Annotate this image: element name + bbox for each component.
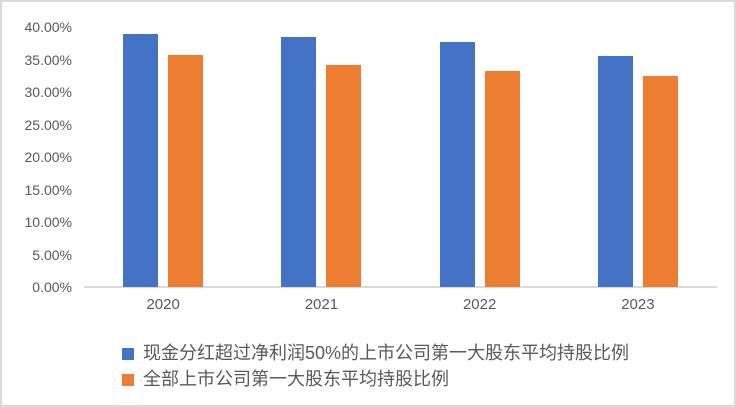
bar-2020-series-1 — [123, 33, 159, 287]
legend-item-series-1: 现金分红超过净利润50%的上市公司第一大股东平均持股比例 — [122, 344, 629, 363]
bar-group-2023 — [559, 27, 717, 287]
y-axis-tick-label: 35.00% — [24, 51, 72, 68]
y-axis-tick-label: 25.00% — [24, 116, 72, 133]
legend: 现金分红超过净利润50%的上市公司第一大股东平均持股比例 全部上市公司第一大股东… — [122, 344, 629, 396]
x-axis-tick-label: 2021 — [304, 296, 339, 313]
bar-2021-series-1 — [281, 37, 317, 287]
legend-swatch-orange — [122, 373, 134, 386]
legend-label-series-1: 现金分红超过净利润50%的上市公司第一大股东平均持股比例 — [143, 343, 630, 363]
x-axis-line — [84, 286, 717, 288]
legend-item-series-2: 全部上市公司第一大股东平均持股比例 — [122, 370, 629, 389]
plot-area — [84, 27, 717, 287]
x-axis: 2020 2021 2022 2023 — [84, 296, 717, 313]
y-axis-tick-label: 40.00% — [24, 19, 72, 35]
bar-group-2022 — [401, 27, 559, 287]
bar-2023-series-2 — [642, 76, 678, 287]
y-axis: 0.00% 5.00% 10.00% 15.00% 20.00% 25.00% 30.00%… — [2, 2, 72, 302]
y-axis-tick-label: 15.00% — [24, 181, 72, 198]
legend-swatch-blue — [122, 347, 134, 360]
bar-2021-series-2 — [326, 64, 362, 287]
y-axis-tick-label: 30.00% — [24, 84, 72, 100]
y-axis-tick-label: 20.00% — [24, 149, 72, 165]
bar-2023-series-1 — [597, 55, 633, 287]
bar-2022-series-1 — [439, 41, 475, 287]
y-axis-tick-label: 0.00% — [32, 279, 72, 295]
x-axis-tick-label: 2023 — [621, 296, 655, 313]
x-axis-tick-label: 2020 — [146, 296, 180, 313]
bar-2022-series-2 — [484, 71, 520, 287]
y-axis-tick-label: 5.00% — [32, 246, 72, 263]
bar-group-2020 — [84, 27, 242, 287]
bar-group-2021 — [242, 27, 400, 287]
y-axis-tick-label: 10.00% — [24, 214, 72, 230]
legend-label-series-2: 全部上市公司第一大股东平均持股比例 — [143, 369, 449, 389]
bar-2020-series-2 — [168, 54, 204, 287]
x-axis-tick-label: 2022 — [462, 296, 497, 313]
